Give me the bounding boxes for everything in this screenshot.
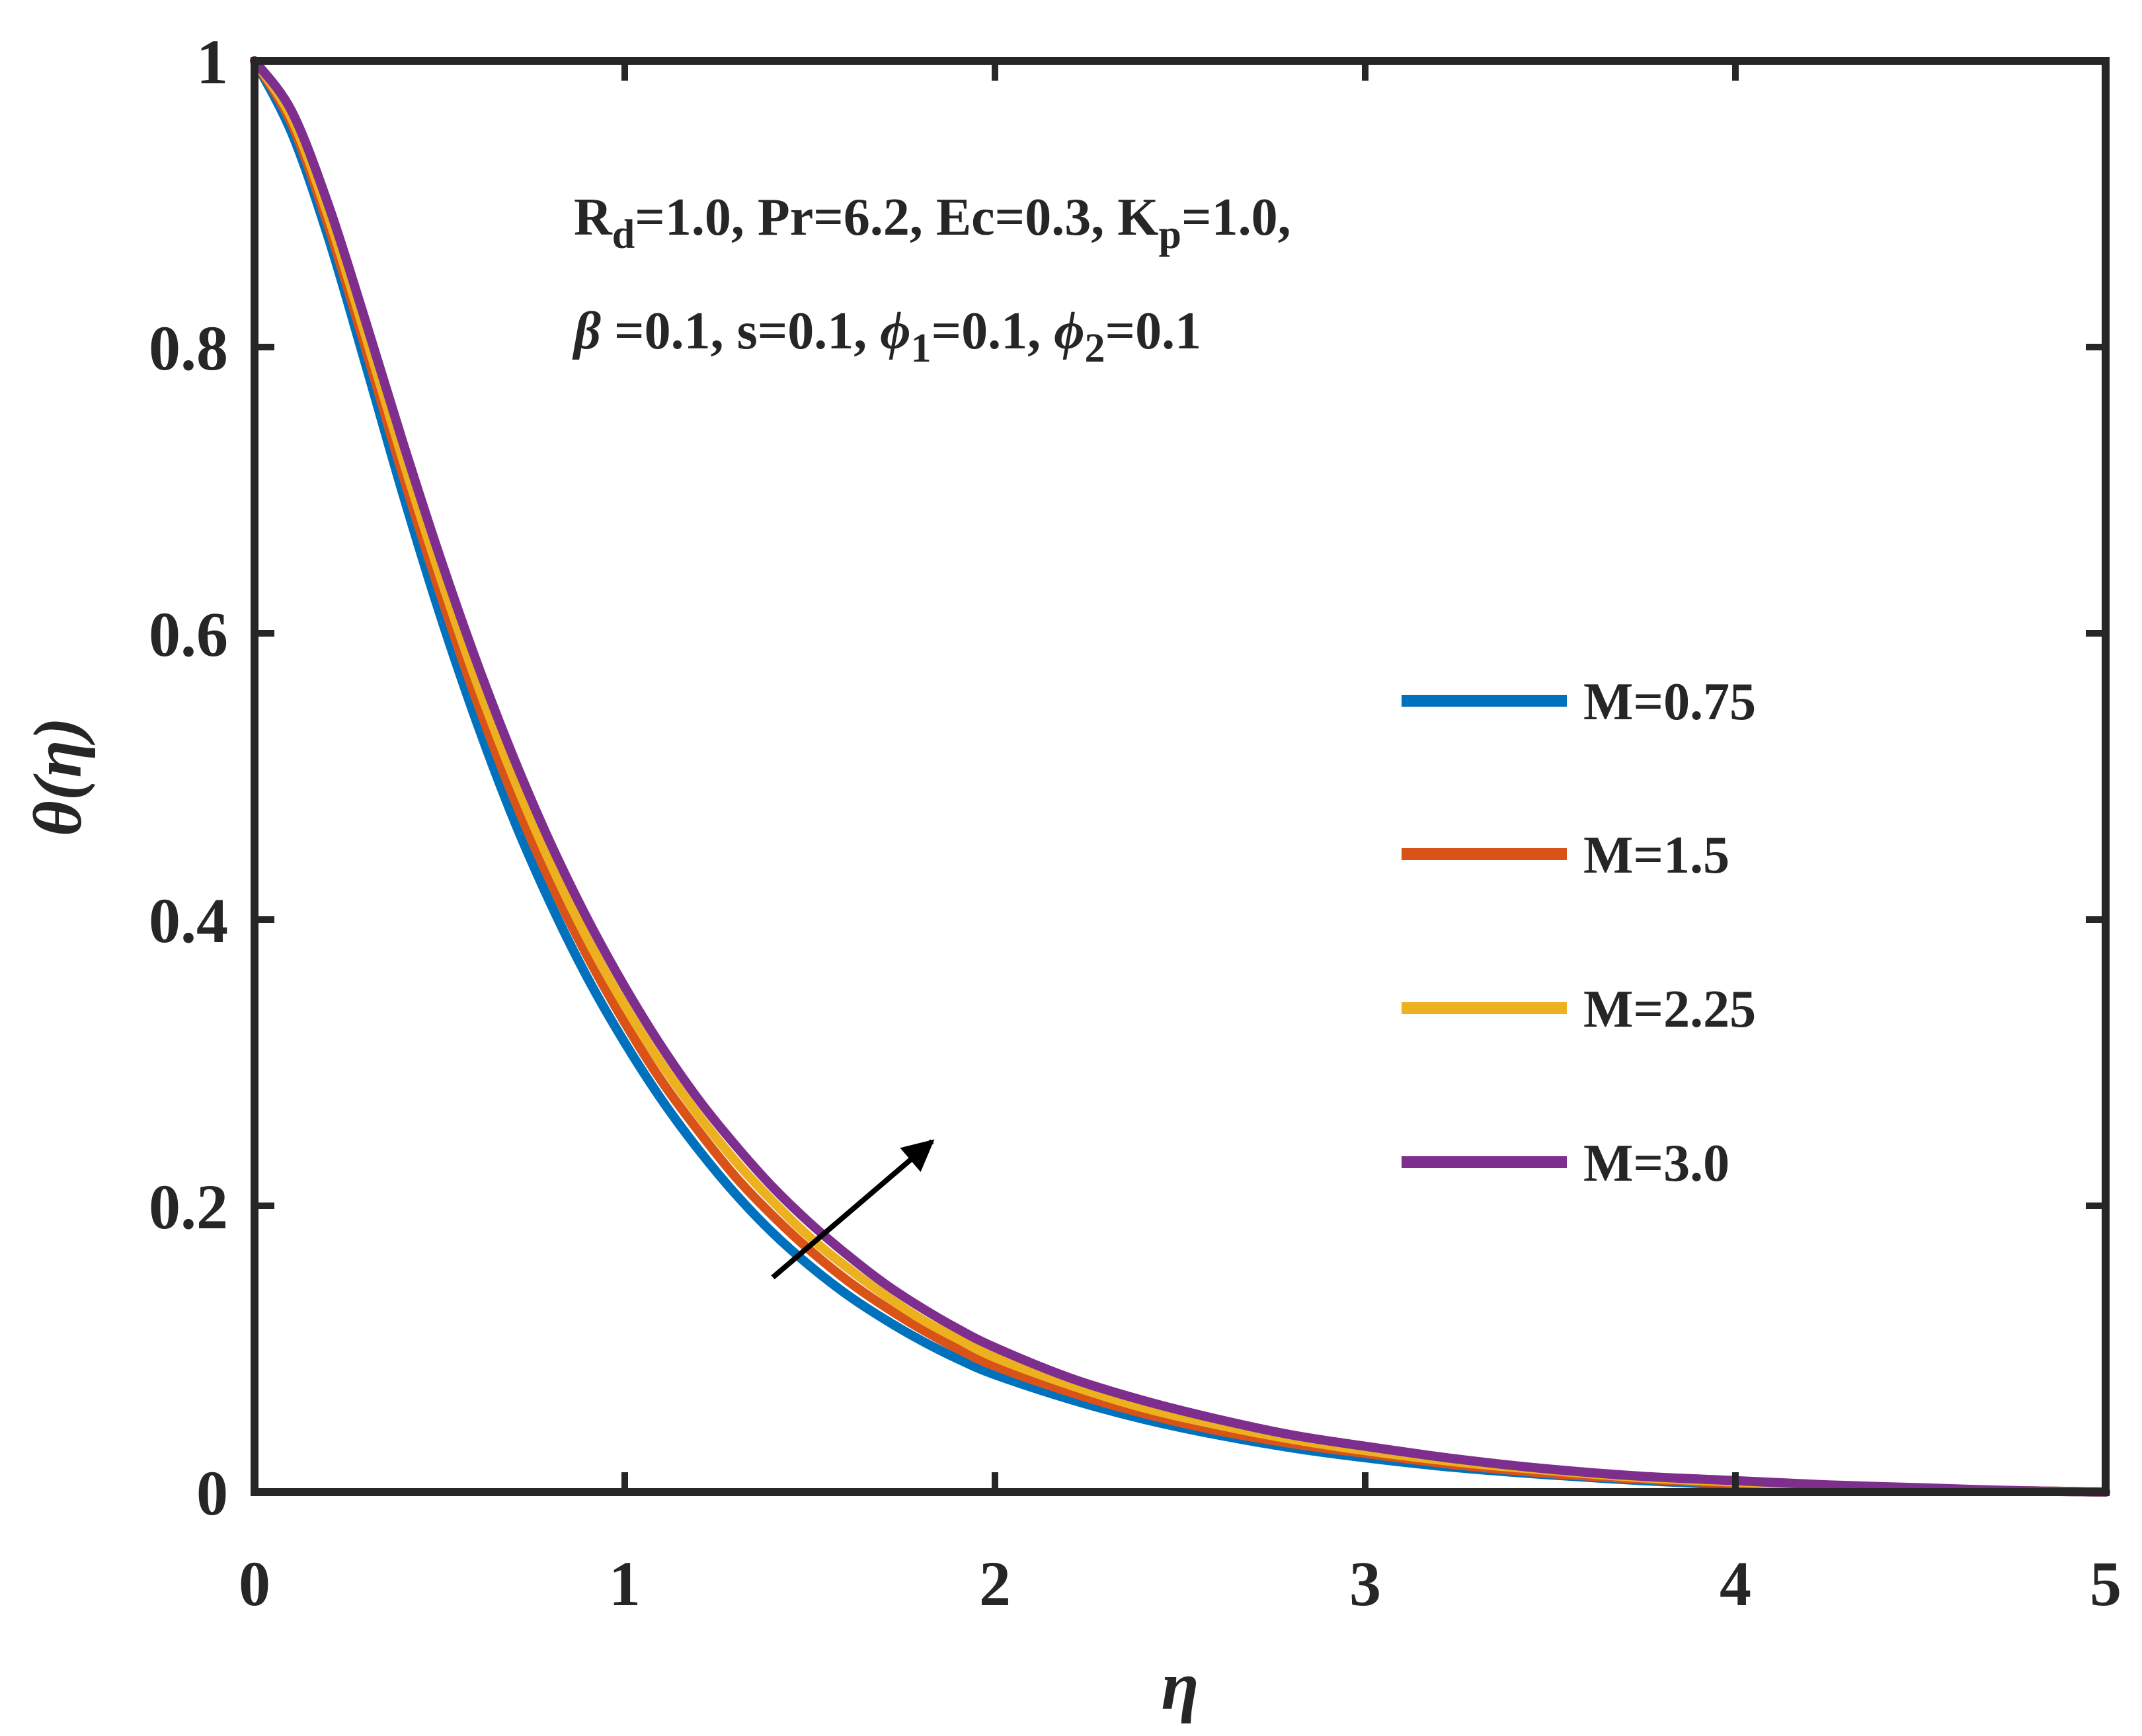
- x-tick-label: 0: [239, 1548, 270, 1619]
- y-tick-label: 1: [196, 26, 228, 97]
- tick-labels-layer: 0 1 2 3 4 5 0 0.2 0.4 0.6 0.8 1: [149, 26, 2122, 1619]
- series-line-4: [250, 56, 2110, 1497]
- x-tick-label: 4: [1720, 1548, 1751, 1619]
- x-axis-label: η: [1161, 1648, 1199, 1724]
- y-axis-label: θ(η): [20, 717, 96, 836]
- legend-label-1: M=0.75: [1583, 673, 1756, 731]
- trend-arrow: [771, 1139, 935, 1280]
- legend: M=0.75 M=1.5 M=2.25 M=3.0: [1402, 673, 1756, 1193]
- x-tick-label: 5: [2090, 1548, 2122, 1619]
- parameters-line-2: β =0.1, s=0.1, ϕ1=0.1, ϕ2=0.1: [572, 302, 1201, 371]
- parameters-line-1: Rd=1.0, Pr=6.2, Ec=0.3, Kp=1.0,: [574, 188, 1291, 257]
- series-layer: [250, 56, 2110, 1497]
- plot-area: [255, 61, 2106, 1492]
- axes-box: [251, 57, 2110, 1496]
- legend-label-2: M=1.5: [1583, 826, 1729, 885]
- y-tick-label: 0.4: [149, 885, 228, 956]
- x-tick-label: 3: [1349, 1548, 1381, 1619]
- y-tick-label: 0: [196, 1458, 228, 1528]
- y-tick-label: 0.8: [149, 313, 228, 383]
- y-tick-label: 0.6: [149, 599, 228, 670]
- x-tick-label: 1: [609, 1548, 641, 1619]
- legend-label-4: M=3.0: [1583, 1134, 1729, 1193]
- y-tick-label: 0.2: [149, 1171, 228, 1242]
- legend-label-3: M=2.25: [1583, 980, 1756, 1039]
- x-tick-label: 2: [979, 1548, 1011, 1619]
